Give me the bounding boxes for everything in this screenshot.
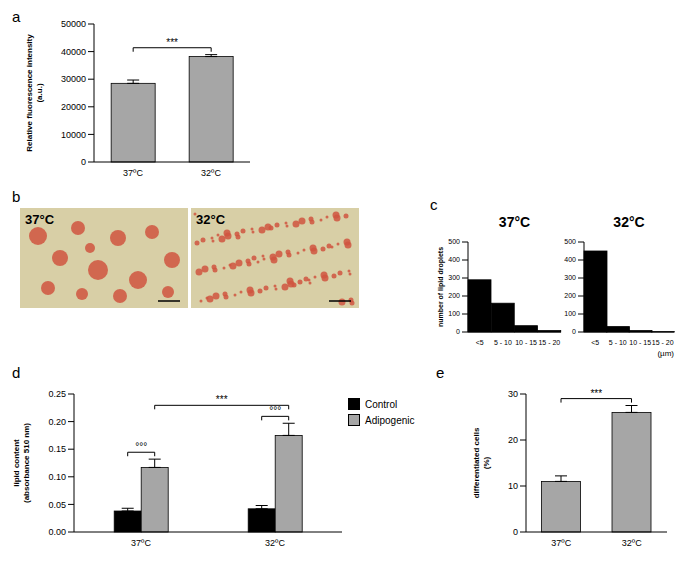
svg-text:32ºC: 32ºC — [622, 538, 642, 548]
svg-text:0.20: 0.20 — [48, 417, 66, 427]
html-text:(µm): (µm) — [657, 349, 674, 358]
svg-text:37°C: 37°C — [25, 212, 55, 227]
html-text:c: c — [430, 196, 438, 213]
svg-text:10000: 10000 — [61, 130, 86, 140]
svg-text:lipid content(absorbance 510 n: lipid content(absorbance 510 nm) — [12, 423, 31, 503]
svg-text:0: 0 — [513, 527, 518, 537]
svg-text:30: 30 — [508, 389, 518, 399]
svg-text:300: 300 — [448, 274, 460, 281]
svg-text:500: 500 — [448, 238, 460, 245]
svg-text:0.00: 0.00 — [48, 527, 66, 537]
svg-text:400: 400 — [564, 256, 576, 263]
svg-text:37ºC: 37ºC — [551, 538, 571, 548]
svg-text:37ºC: 37ºC — [131, 538, 151, 548]
svg-text:0.25: 0.25 — [48, 389, 66, 399]
svg-text:40000: 40000 — [61, 47, 86, 57]
svg-text:20000: 20000 — [61, 102, 86, 112]
svg-text:°°°: °°° — [269, 405, 281, 416]
html-text:Control: Control — [365, 398, 398, 410]
svg-text:50000: 50000 — [61, 19, 86, 29]
svg-text:***: *** — [590, 388, 602, 399]
svg-text:***: *** — [166, 37, 178, 48]
svg-text:0: 0 — [572, 328, 576, 335]
svg-text:15 - 20: 15 - 20 — [538, 339, 560, 346]
svg-text:400: 400 — [448, 256, 460, 263]
svg-text:200: 200 — [448, 292, 460, 299]
html-text:37°C: 37°C — [498, 214, 531, 230]
svg-text:differentiated cells(%): differentiated cells(%) — [472, 427, 491, 498]
svg-text:Relative fluorescence intensit: Relative fluorescence intensity(a.u.) — [25, 34, 44, 152]
html-text:Adipogenic: Adipogenic — [365, 414, 415, 426]
svg-text:0.15: 0.15 — [48, 444, 66, 454]
html-text:32°C: 32°C — [613, 214, 645, 230]
svg-text:100: 100 — [564, 310, 576, 317]
svg-text:200: 200 — [564, 292, 576, 299]
svg-text:32°C: 32°C — [196, 212, 226, 227]
html-text:a: a — [12, 8, 21, 25]
svg-text:0.10: 0.10 — [48, 472, 66, 482]
svg-text:100: 100 — [448, 310, 460, 317]
svg-text:***: *** — [216, 394, 228, 405]
svg-text:300: 300 — [564, 274, 576, 281]
svg-text:10 - 15: 10 - 15 — [629, 339, 651, 346]
svg-text:0.05: 0.05 — [48, 500, 66, 510]
svg-text:°°°: °°° — [135, 441, 147, 452]
svg-text:10 - 15: 10 - 15 — [515, 339, 537, 346]
svg-text:<5: <5 — [476, 339, 484, 346]
svg-text:20: 20 — [508, 435, 518, 445]
svg-text:500: 500 — [564, 238, 576, 245]
svg-text:5 - 10: 5 - 10 — [609, 339, 627, 346]
svg-text:37ºC: 37ºC — [123, 168, 143, 178]
svg-text:0: 0 — [81, 157, 86, 167]
svg-text:5 - 10: 5 - 10 — [494, 339, 512, 346]
html-text:d: d — [12, 364, 21, 381]
svg-text:15 - 20: 15 - 20 — [652, 339, 674, 346]
svg-text:32ºC: 32ºC — [201, 168, 221, 178]
svg-text:10: 10 — [508, 481, 518, 491]
html-text:b: b — [12, 188, 21, 205]
svg-text:0: 0 — [456, 328, 460, 335]
html-text:e: e — [436, 364, 445, 381]
svg-text:<5: <5 — [591, 339, 599, 346]
svg-text:30000: 30000 — [61, 74, 86, 84]
svg-text:32ºC: 32ºC — [265, 538, 285, 548]
svg-text:number of lipid droplets: number of lipid droplets — [437, 247, 445, 327]
